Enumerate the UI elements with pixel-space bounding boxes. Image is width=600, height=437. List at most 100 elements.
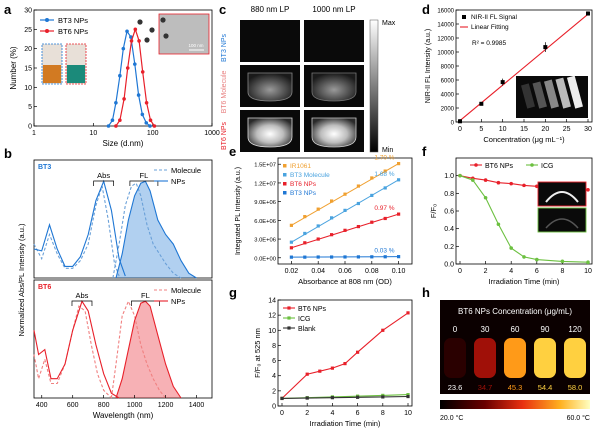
a-data-point: [140, 112, 145, 117]
d-xtick-label: 0: [458, 126, 462, 133]
e-data-point: [303, 231, 307, 236]
a-data-point: [136, 93, 141, 97]
h-concentration-label: 30: [481, 325, 490, 334]
d-inset-tube: [555, 77, 571, 109]
f-data-point: [586, 260, 590, 265]
b-legend-label-molecule: Molecule: [171, 166, 201, 175]
f-data-point: [586, 188, 590, 192]
a-data-point: [118, 118, 122, 122]
a-ytick-label: 0: [28, 124, 32, 131]
e-ytick-label: 1.2E+07: [254, 181, 276, 187]
d-xtick-label: 10: [499, 126, 507, 133]
f-xtick-label: 10: [584, 268, 592, 275]
colorbar-max-label: Max: [382, 20, 396, 27]
a-inset-vial-liquid-bt3: [43, 65, 61, 83]
e-legend-marker: [283, 191, 287, 195]
g-data-point: [356, 350, 360, 354]
a-data-point: [122, 97, 126, 101]
f-legend-label: BT6 NPs: [485, 163, 514, 170]
g-ytick-label: 8: [272, 343, 276, 350]
f-legend-marker: [474, 163, 478, 167]
h-temperature-label: 34.7: [478, 383, 493, 392]
e-xtick-label: 0.10: [392, 268, 406, 275]
f-inset-glow-icg: [545, 218, 579, 229]
a-data-point: [110, 118, 115, 122]
e-data-point: [330, 255, 334, 259]
b-legend-label-nps: NPs: [171, 297, 185, 306]
image-bt3-1000: [304, 20, 364, 62]
e-data-point: [289, 240, 293, 244]
f-data-point: [471, 178, 475, 182]
panel-letter-d: d: [422, 2, 430, 17]
d-ytick-label: 0: [451, 121, 455, 127]
e-xtick-label: 0.08: [365, 268, 379, 275]
panel-letter-b: b: [4, 146, 12, 161]
g-data-point: [280, 396, 284, 401]
e-data-point: [289, 223, 293, 227]
f-data-point: [483, 178, 488, 182]
d-inset-tube: [532, 81, 547, 109]
e-qy-label: 1.70 %: [374, 155, 394, 162]
b-yaxis-label: Normalized Abs/PL Intensity (a.u.): [17, 223, 26, 337]
g-data-point: [305, 372, 309, 376]
f-ytick-label: 1.0: [444, 173, 454, 180]
a-data-point: [144, 101, 149, 105]
d-xtick-label: 25: [563, 126, 571, 133]
g-data-point: [356, 395, 360, 399]
d-r2-label: R² = 0.9985: [472, 40, 507, 47]
d-inset-tube: [543, 79, 559, 109]
e-legend-label: BT3 NPs: [290, 190, 317, 197]
f-inset-image-icg: [537, 207, 587, 233]
f-data-point: [509, 181, 513, 186]
panel-letter-a: a: [4, 2, 12, 17]
a-data-point: [118, 73, 122, 78]
e-data-point: [330, 233, 334, 237]
g-data-point: [343, 362, 347, 366]
tube-bt6np-1000: [311, 117, 357, 148]
e-data-point: [397, 212, 401, 216]
column-label-880: 880 nm LP: [251, 5, 290, 14]
e-data-point: [370, 255, 374, 259]
e-legend-label: BT3 Molecule: [290, 172, 330, 179]
a-data-point: [152, 124, 157, 128]
d-legend-label-signal: NIR-II FL Signal: [471, 14, 518, 21]
e-data-point: [356, 255, 360, 259]
a-tem-particle: [163, 33, 169, 39]
b-fl-bracket: [131, 300, 160, 306]
tube-bt6mol-880: [247, 72, 293, 102]
b-abs-label: Abs: [97, 171, 110, 180]
b-fl-area-fill: [116, 301, 181, 398]
h-concentration-label: 0: [453, 325, 458, 334]
d-legend-label-fit: Linear Fitting: [471, 24, 509, 31]
h-concentration-label: 120: [568, 325, 582, 334]
f-data-point: [509, 246, 513, 250]
d-ytick-label: 6000: [441, 79, 455, 85]
f-inset-image-bt6: [537, 181, 587, 207]
a-ytick-label: 20: [24, 46, 32, 53]
a-tem-particle: [160, 17, 166, 23]
f-legend-label: ICG: [541, 163, 553, 170]
a-xtick-label: 100: [147, 130, 159, 137]
b-xaxis-label: Wavelength (nm): [93, 411, 154, 420]
thermal-title: BT6 NPs Concentration (μg/mL): [458, 307, 572, 316]
g-data-point: [305, 396, 309, 400]
e-yaxis-label: Integrated PL Intensity (a.u.): [235, 167, 242, 255]
d-inset-tube: [521, 83, 535, 109]
panel-h-thermal: BT6 NPs Concentration (μg/mL) 0 23.6 30 34.…: [440, 300, 590, 422]
g-ytick-label: 12: [268, 313, 276, 320]
a-data-point: [129, 35, 133, 39]
g-plot-frame: [277, 299, 413, 407]
panel-d-chart: 0 5 10 15 20 25 30 0 2000 4000 6000 8000 10000 12000 1…: [425, 9, 593, 144]
panel-letter-g: g: [229, 285, 237, 300]
image-bt3-880: [240, 20, 300, 62]
panel-a-chart: 1 10 100 1000 0 5 10 15 20 25 30 Size (d.nm) Number …: [9, 8, 220, 149]
e-data-point: [330, 199, 334, 203]
e-data-point: [370, 193, 374, 198]
f-ytick-label: 0.2: [444, 244, 454, 251]
e-xaxis-label: Absorbance at 808 nm (OD): [298, 277, 392, 286]
d-ytick-label: 10000: [437, 51, 454, 57]
g-series-line-0: [281, 312, 409, 399]
g-ytick-label: 4: [272, 373, 276, 380]
b-spectrum-line-2: [112, 182, 182, 279]
b-fl-label: FL: [140, 171, 149, 180]
